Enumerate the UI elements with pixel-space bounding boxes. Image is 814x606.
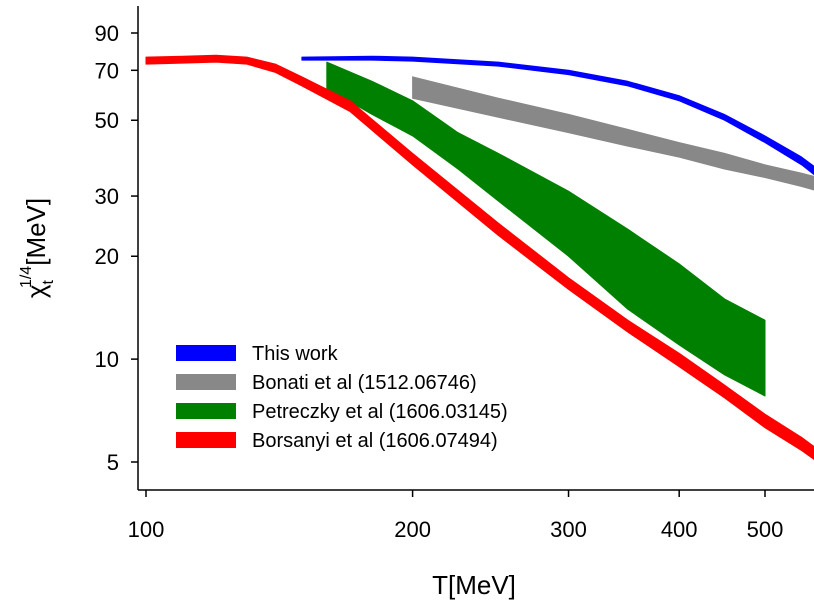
y-axis-symbol: χ [21,284,51,298]
y-tick-label: 10 [95,347,119,372]
y-tick-label: 50 [95,108,119,133]
y-axis-superscript: 1/4 [18,266,35,288]
legend-swatch-petreczky [176,403,236,419]
y-tick-label: 70 [95,58,119,83]
y-axis-subscript: t [40,279,57,284]
y-ticks: 5 10 20 30 50 70 90 [95,21,138,475]
x-ticks: 100 200 300 400 500 [128,490,784,542]
series-layer [145,54,814,460]
legend-swatch-bonati [176,374,236,390]
y-axis-unit: [MeV] [21,198,51,266]
series-band-this [301,55,814,176]
y-tick-label: 20 [95,244,119,269]
series-band-petreczky [326,61,766,397]
x-axis-title: T[MeV] [432,570,516,600]
x-tick-label: 100 [128,517,165,542]
x-tick-label: 200 [394,517,431,542]
x-tick-label: 500 [747,517,784,542]
legend-label-borsanyi: Borsanyi et al (1606.07494) [252,430,498,452]
y-axis-title: χt 1/4[MeV] [18,198,57,298]
series-band-bonati [412,76,814,191]
legend-label-bonati: Bonati et al (1512.06746) [252,372,477,394]
legend-label-petreczky: Petreczky et al (1606.03145) [252,401,508,423]
legend-swatch-this [176,345,236,361]
legend-swatch-borsanyi [176,432,236,448]
y-tick-label: 30 [95,184,119,209]
series-band-borsanyi [145,54,814,460]
legend-label-this: This work [252,343,339,365]
y-tick-label: 90 [95,21,119,46]
y-tick-label: 5 [107,450,119,475]
x-tick-label: 400 [661,517,698,542]
legend: This work Bonati et al (1512.06746) Petrec… [176,343,508,452]
x-tick-label: 300 [550,517,587,542]
